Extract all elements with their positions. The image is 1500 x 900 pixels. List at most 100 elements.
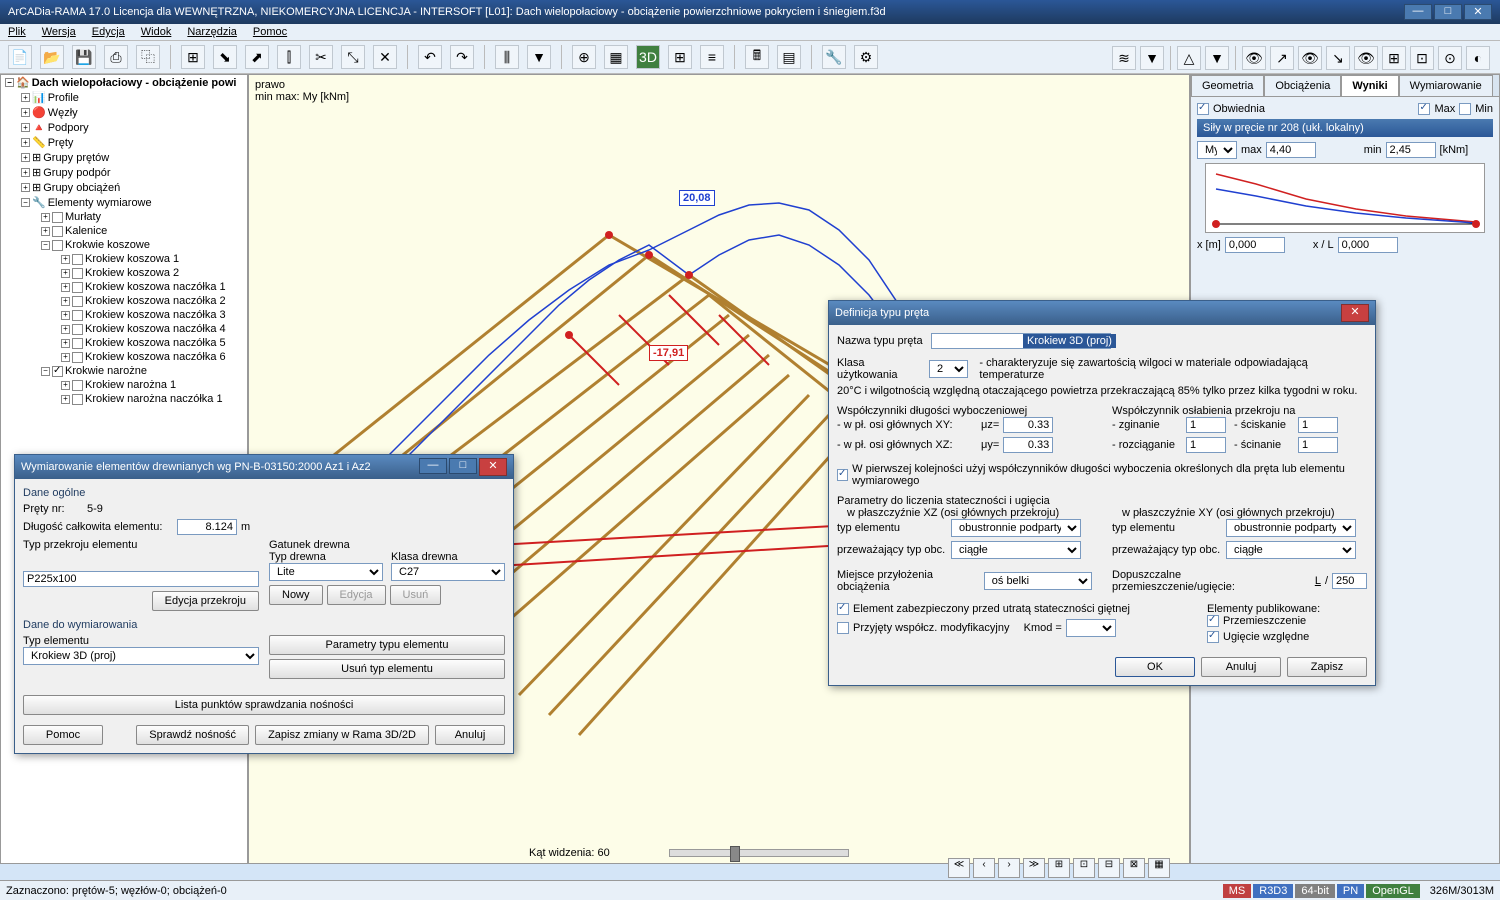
- input-rz[interactable]: [1186, 437, 1226, 453]
- btn-usun[interactable]: Usuń: [390, 585, 442, 605]
- nav-prev-icon[interactable]: ‹: [973, 858, 995, 878]
- menu-widok[interactable]: Widok: [141, 26, 172, 38]
- input-xl[interactable]: [1338, 237, 1398, 253]
- select-kmod[interactable]: [1066, 619, 1116, 637]
- tb-icon-6[interactable]: ↗: [1270, 46, 1294, 70]
- close-button[interactable]: ✕: [1464, 4, 1492, 20]
- filter-icon[interactable]: ▼: [527, 45, 551, 69]
- tb-icon-13[interactable]: ◐: [1466, 46, 1490, 70]
- tb-icon-9[interactable]: 👁: [1354, 46, 1378, 70]
- btn-nowy[interactable]: Nowy: [269, 585, 323, 605]
- minimize-button[interactable]: —: [1404, 4, 1432, 20]
- nav-icon-5[interactable]: ▦: [1148, 858, 1170, 878]
- tool-icon-2[interactable]: ⬈: [245, 45, 269, 69]
- tree-root[interactable]: −🏠 Dach wielopołaciowy - obciążenie powi: [1, 75, 247, 90]
- tool-icon-10[interactable]: ⚙: [854, 45, 878, 69]
- tree-item[interactable]: + Krokiew koszowa naczółka 4: [1, 322, 247, 336]
- menu-wersja[interactable]: Wersja: [42, 26, 76, 38]
- chk-ugiecie[interactable]: [1207, 631, 1219, 643]
- tool-icon-3[interactable]: ⫿: [277, 45, 301, 69]
- input-muy[interactable]: [1003, 437, 1053, 453]
- tree-item[interactable]: +⊞ Grupy prętów: [1, 150, 247, 165]
- nav-icon-3[interactable]: ⊟: [1098, 858, 1120, 878]
- menu-pomoc[interactable]: Pomoc: [253, 26, 287, 38]
- dlg-max-icon[interactable]: □: [449, 458, 477, 474]
- tree-item[interactable]: + Krokiew koszowa naczółka 5: [1, 336, 247, 350]
- tree-item[interactable]: +🔴 Węzły: [1, 105, 247, 120]
- delete-icon[interactable]: ✕: [373, 45, 397, 69]
- tree-item[interactable]: + Murłaty: [1, 210, 247, 224]
- save-icon[interactable]: 💾: [72, 45, 96, 69]
- copy-icon[interactable]: ⿻: [136, 45, 160, 69]
- wrench-icon[interactable]: 🔧: [822, 45, 846, 69]
- btn-zapisz-rama[interactable]: Zapisz zmiany w Rama 3D/2D: [255, 725, 429, 745]
- tb-icon-10[interactable]: ⊞: [1382, 46, 1406, 70]
- tool-icon-1[interactable]: ⬊: [213, 45, 237, 69]
- dlg2-title[interactable]: Definicja typu pręta ✕: [829, 301, 1375, 325]
- tab-wyniki[interactable]: Wyniki: [1341, 75, 1398, 96]
- tb-icon-3[interactable]: △: [1177, 46, 1201, 70]
- menu-edycja[interactable]: Edycja: [92, 26, 125, 38]
- tb-icon-11[interactable]: ⊡: [1410, 46, 1434, 70]
- btn-pomoc[interactable]: Pomoc: [23, 725, 103, 745]
- chk-przyj[interactable]: [837, 622, 849, 634]
- nav-left-icon[interactable]: ≪: [948, 858, 970, 878]
- select-typ-drewna[interactable]: Lite: [269, 563, 383, 581]
- dlg-min-icon[interactable]: —: [419, 458, 447, 474]
- input-zg[interactable]: [1186, 417, 1226, 433]
- input-przekroj[interactable]: [23, 571, 259, 587]
- input-dlugosc[interactable]: [177, 519, 237, 535]
- select-klasa-uz[interactable]: 2: [929, 360, 968, 378]
- input-sc[interactable]: [1298, 417, 1338, 433]
- btn-anuluj1[interactable]: Anuluj: [435, 725, 505, 745]
- btn-usun-typ[interactable]: Usuń typ elementu: [269, 659, 505, 679]
- chk-max[interactable]: [1418, 103, 1430, 115]
- tree-item[interactable]: + Krokiew koszowa naczółka 2: [1, 294, 247, 308]
- tool-icon-7[interactable]: ▦: [604, 45, 628, 69]
- dlg-close-icon[interactable]: ✕: [479, 458, 507, 476]
- input-max[interactable]: [1266, 142, 1316, 158]
- select-przew-xz[interactable]: ciągłe: [951, 541, 1081, 559]
- btn-zapisz2[interactable]: Zapisz: [1287, 657, 1367, 677]
- nav-icon-1[interactable]: ⊞: [1048, 858, 1070, 878]
- input-min[interactable]: [1386, 142, 1436, 158]
- angle-slider[interactable]: [669, 849, 849, 857]
- new-file-icon[interactable]: 📄: [8, 45, 32, 69]
- menu-plik[interactable]: Plik: [8, 26, 26, 38]
- tb-icon-7[interactable]: 👁: [1298, 46, 1322, 70]
- input-xm[interactable]: [1225, 237, 1285, 253]
- tb-icon-4[interactable]: ▼: [1205, 46, 1229, 70]
- input-sn[interactable]: [1298, 437, 1338, 453]
- chk-przem[interactable]: [1207, 615, 1219, 627]
- 3d-icon[interactable]: 3D: [636, 45, 660, 69]
- tab-geometria[interactable]: Geometria: [1191, 75, 1264, 96]
- tree-item[interactable]: + Krokiew narożna 1: [1, 378, 247, 392]
- select-typ-elem[interactable]: Krokiew 3D (proj): [23, 647, 259, 665]
- btn-sprawdz[interactable]: Sprawdź nośność: [136, 725, 249, 745]
- tool-icon-5[interactable]: ⫼: [495, 45, 519, 69]
- tree-item[interactable]: + Kalenice: [1, 224, 247, 238]
- tree-item[interactable]: + Krokiew koszowa 1: [1, 252, 247, 266]
- nav-right-icon[interactable]: ≫: [1023, 858, 1045, 878]
- tree-item[interactable]: + Krokiew koszowa 2: [1, 266, 247, 280]
- chk-pierwsza[interactable]: [837, 469, 848, 481]
- grid-icon[interactable]: ⊞: [181, 45, 205, 69]
- tree-item[interactable]: + Krokiew koszowa naczółka 6: [1, 350, 247, 364]
- nav-next-icon[interactable]: ›: [998, 858, 1020, 878]
- tree-item[interactable]: + Krokiew koszowa naczółka 1: [1, 280, 247, 294]
- select-klasa[interactable]: C27: [391, 563, 505, 581]
- tree-item[interactable]: +🔺 Podpory: [1, 120, 247, 135]
- tree-item[interactable]: +📊 Profile: [1, 90, 247, 105]
- btn-anuluj2[interactable]: Anuluj: [1201, 657, 1281, 677]
- tree-item[interactable]: +⊞ Grupy podpór: [1, 165, 247, 180]
- input-250[interactable]: [1332, 573, 1367, 589]
- table-icon[interactable]: ⊞: [668, 45, 692, 69]
- select-typ-xz[interactable]: obustronnie podparty: [951, 519, 1081, 537]
- select-typ-xy[interactable]: obustronnie podparty: [1226, 519, 1356, 537]
- tree-item[interactable]: − Krokwie narożne: [1, 364, 247, 378]
- tree-item[interactable]: +📏 Pręty: [1, 135, 247, 150]
- tb-eye-icon[interactable]: 👁: [1242, 46, 1266, 70]
- tab-wymiarowanie[interactable]: Wymiarowanie: [1399, 75, 1493, 96]
- tree-item[interactable]: − Krokwie koszowe: [1, 238, 247, 252]
- btn-edycja[interactable]: Edycja: [327, 585, 386, 605]
